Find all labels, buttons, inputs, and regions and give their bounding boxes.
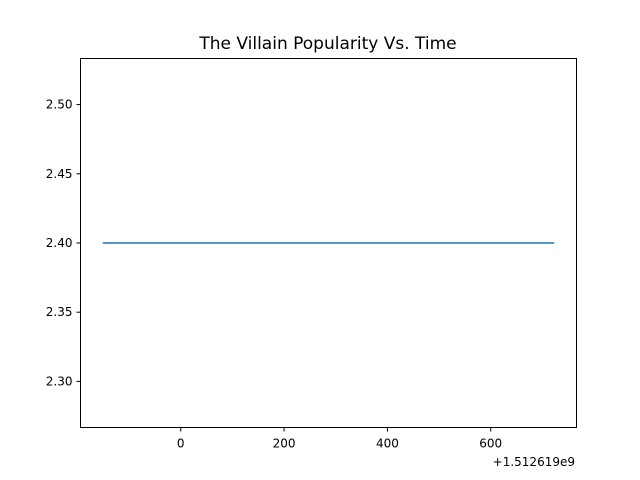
y-tick-label: 2.45 xyxy=(46,167,73,181)
x-tick-label: 200 xyxy=(273,437,296,451)
y-tick-label: 2.35 xyxy=(46,305,73,319)
y-tick-label: 2.40 xyxy=(46,236,73,250)
plot-frame xyxy=(80,58,577,428)
x-tick-label: 600 xyxy=(479,437,502,451)
axis-ticks: 0 200 400 600 2.30 2.35 2.40 2.45 2.50 xyxy=(46,98,502,451)
chart-title: The Villain Popularity Vs. Time xyxy=(198,34,456,54)
x-tick-label: 0 xyxy=(177,437,185,451)
y-tick-label: 2.50 xyxy=(46,98,73,112)
y-tick-label: 2.30 xyxy=(46,374,73,388)
x-axis-offset-label: +1.512619e9 xyxy=(493,455,575,469)
x-tick-label: 400 xyxy=(376,437,399,451)
